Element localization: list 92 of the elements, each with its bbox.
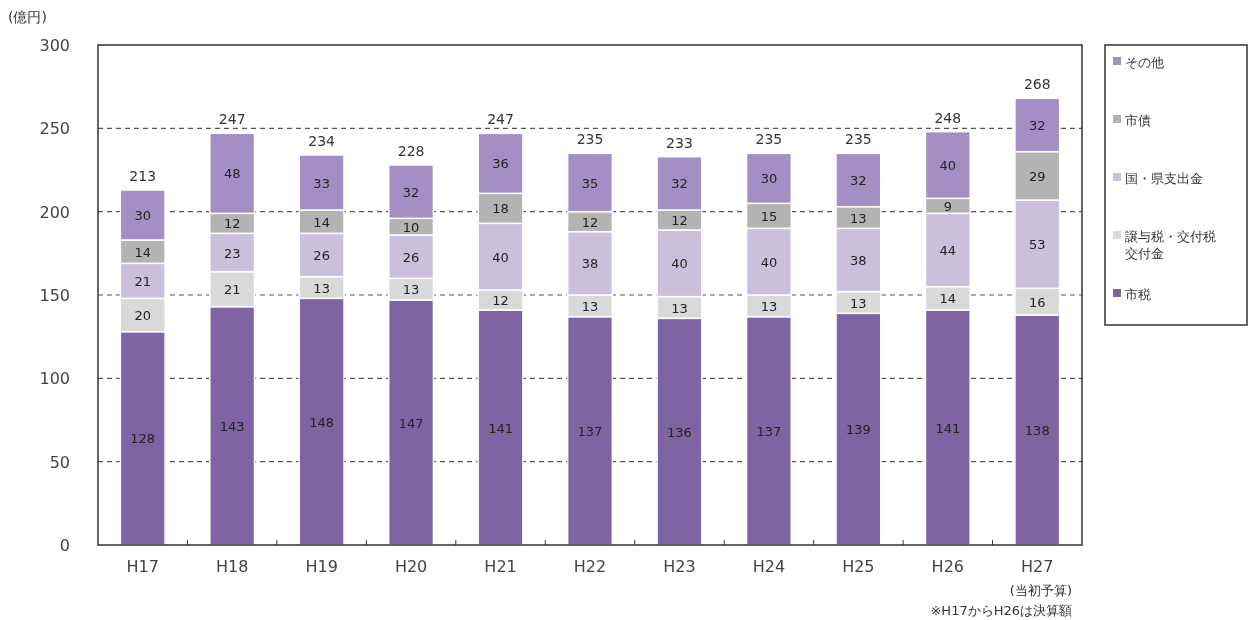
data-label: 138 [1024,423,1050,438]
total-label: 234 [308,133,336,149]
x-tick-label: H23 [663,557,696,576]
data-label: 21 [134,273,151,289]
data-label: 40 [671,256,688,272]
data-label: 32 [850,173,867,188]
x-tick-label: H20 [394,557,428,576]
data-label: 10 [402,219,420,235]
data-label: 14 [939,291,957,307]
data-label: 13 [581,298,599,314]
data-label: 40 [760,254,778,270]
y-tick-label: 0 [59,536,70,555]
data-label: 21 [223,282,241,298]
x-tick-label: H19 [305,557,338,576]
data-label: 12 [671,213,688,228]
data-label: 13 [760,298,778,314]
data-label: 148 [309,414,335,430]
data-label: 13 [402,282,420,298]
data-label: 13 [850,295,867,311]
data-label: 53 [1029,237,1046,253]
total-label: 235 [755,131,783,148]
text: ※H17からH26は決算額 [930,603,1072,618]
total-label: 247 [487,111,514,128]
data-label: 139 [845,422,871,438]
data-label: 36 [492,156,509,172]
x-tick-label: H27 [1021,557,1054,576]
data-label: 40 [939,158,957,173]
data-label: 143 [219,418,245,434]
data-label: 14 [313,214,330,230]
x-tick-label: H18 [215,557,249,576]
legend-label: 市税 [1125,287,1151,302]
data-label: 35 [581,175,599,191]
data-label: 141 [488,420,513,436]
data-label: 141 [935,420,961,436]
total-label: 213 [129,168,157,184]
data-label: 29 [1029,168,1046,184]
data-label: 12 [492,293,509,308]
legend-label: 譲与税・交付税交付金 [1125,229,1216,261]
data-label: 16 [1029,294,1046,310]
total-label: 233 [666,134,693,151]
total-label: 248 [934,109,962,126]
y-tick-label: 200 [39,202,70,222]
data-label: 18 [492,201,509,217]
x-tick-label: H25 [842,557,875,576]
data-label: 20 [134,308,151,323]
data-label: 26 [402,249,420,265]
data-label: 30 [134,208,151,223]
data-label: 12 [581,214,599,230]
data-label: 9 [943,198,952,214]
legend-label: 国・県支出金 [1125,171,1203,186]
data-label: 13 [850,210,867,226]
x-tick-label: H22 [573,557,607,576]
data-label: 32 [1029,118,1046,133]
data-label: 137 [577,423,603,439]
data-label: 30 [760,171,778,187]
data-label: 136 [667,424,692,440]
data-label: 15 [760,208,778,224]
data-label: 23 [223,245,241,261]
y-axis-title: (億円) [8,9,47,25]
legend-label: 市債 [1125,113,1151,128]
data-label: 40 [492,249,509,265]
data-label: 13 [671,300,688,316]
data-label: 44 [939,243,957,258]
data-label: 38 [850,253,867,268]
data-label: 48 [223,166,241,182]
x-tick-label: H24 [752,557,786,576]
total-label: 268 [1023,76,1051,93]
data-label: 12 [223,216,241,232]
data-label: 32 [402,184,420,200]
y-tick-label: 250 [39,119,70,139]
data-label: 147 [398,415,424,431]
y-tick-label: 50 [49,452,70,472]
y-tick-label: 150 [39,286,70,305]
x-tick-label: H26 [931,557,965,576]
y-tick-label: 300 [39,36,70,55]
total-label: 235 [845,131,872,148]
data-label: 13 [313,280,330,296]
data-label: 33 [313,175,330,191]
y-tick-label: 100 [39,369,70,389]
data-label: 137 [756,423,782,439]
total-label: 235 [576,131,604,148]
legend-label: その他 [1125,55,1164,70]
x-tick-label: H21 [484,557,517,576]
total-label: 247 [218,111,246,128]
data-label: 14 [134,244,151,260]
total-label: 228 [397,143,425,159]
x-tick-label: H17 [126,557,159,576]
data-label: 128 [130,431,156,447]
data-label: 32 [671,176,688,192]
data-label: 38 [581,256,599,272]
data-label: 26 [313,248,330,263]
text: (当初予算) [1009,583,1072,598]
